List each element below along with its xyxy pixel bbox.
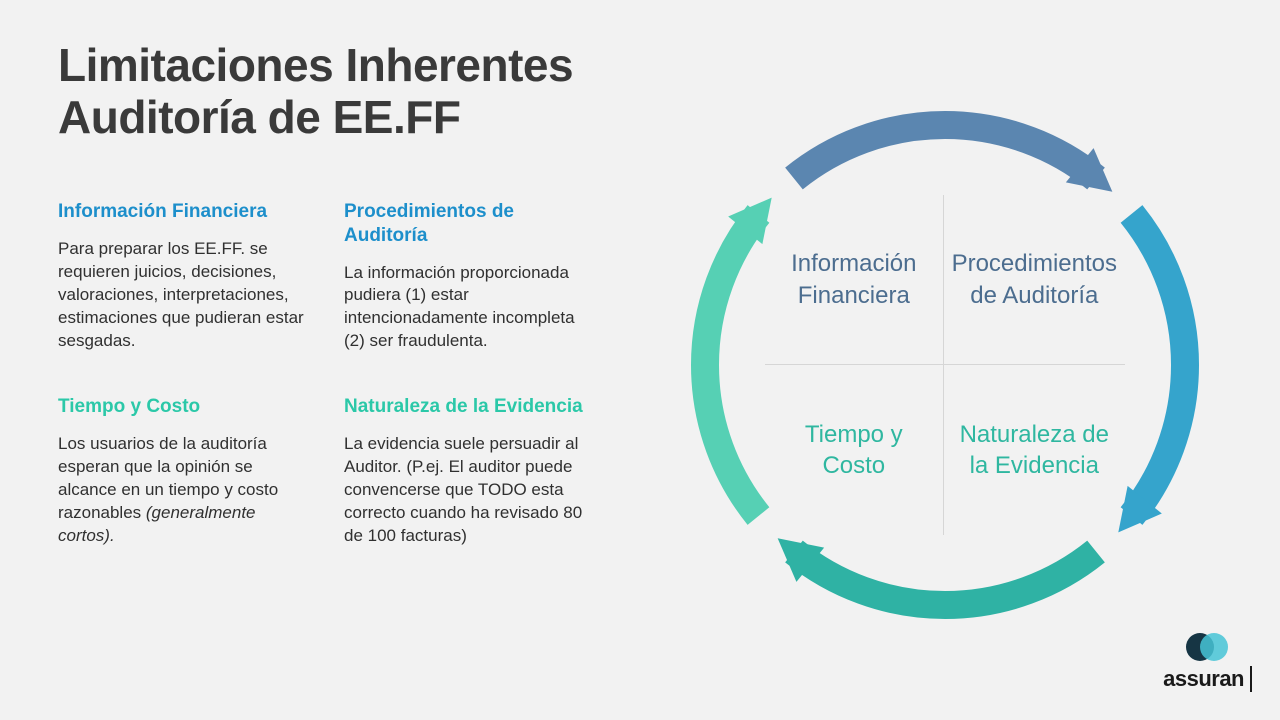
block-body: La evidencia suele persuadir al Auditor.… [344,433,598,548]
block-info-financiera: Información Financiera Para preparar los… [58,200,312,353]
logo-text: assuran [1163,666,1252,692]
block-naturaleza-evidencia: Naturaleza de la Evidencia La evidencia … [344,395,598,547]
block-heading: Tiempo y Costo [58,395,312,419]
logo-circle-light [1200,633,1228,661]
block-heading: Naturaleza de la Evidencia [344,395,598,419]
page-title: Limitaciones Inherentes Auditoría de EE.… [58,40,573,143]
block-tiempo-costo: Tiempo y Costo Los usuarios de la audito… [58,395,312,547]
quadrant-info-financiera: Información Financiera [765,195,944,365]
quadrant-tiempo-costo: Tiempo y Costo [765,365,944,535]
block-heading: Procedimientos de Auditoría [344,200,598,248]
block-body: La información proporcionada pudiera (1)… [344,262,598,354]
block-heading: Información Financiera [58,200,312,224]
brand-logo: assuran [1163,630,1252,692]
logo-icon [1186,630,1230,664]
title-line-2: Auditoría de EE.FF [58,91,460,143]
text-columns: Información Financiera Para preparar los… [58,200,598,548]
title-line-1: Limitaciones Inherentes [58,39,573,91]
quadrant-grid: Información Financiera Procedimientos de… [765,195,1125,535]
block-body: Los usuarios de la auditoría esperan que… [58,433,312,548]
block-body: Para preparar los EE.FF. se requieren ju… [58,238,312,353]
quadrant-naturaleza: Naturaleza de la Evidencia [944,365,1125,535]
quadrant-procedimientos: Procedimientos de Auditoría [944,195,1125,365]
block-procedimientos: Procedimientos de Auditoría La informaci… [344,200,598,353]
cycle-diagram: Información Financiera Procedimientos de… [650,70,1240,660]
